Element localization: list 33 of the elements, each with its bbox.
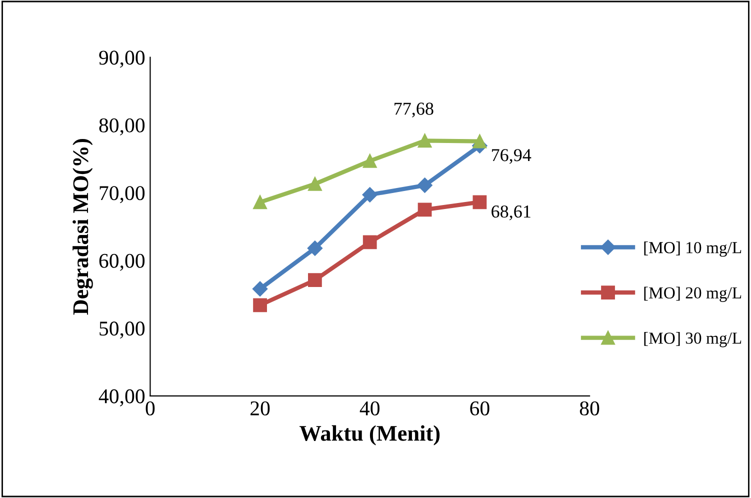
y-tick-label: 80,00 [99, 118, 145, 136]
legend-label: [MO] 10 mg/L [644, 242, 742, 257]
x-tick-label: 60 [470, 401, 490, 416]
point [308, 273, 322, 288]
point [308, 176, 322, 191]
point [417, 178, 432, 193]
data-label: 76,94 [492, 149, 532, 164]
data-label: 68,61 [492, 205, 530, 220]
y-tick-label: 50,00 [100, 322, 145, 339]
y-tick-label: 70,00 [100, 186, 145, 204]
y-tick-label: 60,00 [99, 254, 145, 271]
legend-label: [MO] 20 mg/L [644, 286, 742, 302]
point [418, 202, 432, 217]
y-axis-title: Degradasi MO(%) [72, 139, 93, 315]
x-axis-title: Waktu (Menit) [300, 425, 440, 446]
x-tick-label: 40 [360, 401, 380, 416]
point [253, 298, 267, 312]
point [307, 240, 323, 256]
point [362, 187, 378, 202]
point [362, 235, 377, 250]
point [472, 195, 487, 210]
point [362, 154, 377, 168]
point [472, 134, 487, 148]
point [418, 134, 432, 148]
data-label: 77,68 [394, 102, 434, 118]
y-tick-label: 90,00 [99, 50, 145, 68]
point [252, 281, 268, 296]
point [253, 195, 267, 210]
x-tick-label: 80 [580, 401, 600, 416]
x-tick-label: 0 [146, 401, 155, 416]
legend-label: [MO] 30 mg/L [644, 332, 742, 348]
y-tick-label: 40,00 [98, 389, 145, 406]
x-tick-label: 20 [250, 401, 270, 416]
